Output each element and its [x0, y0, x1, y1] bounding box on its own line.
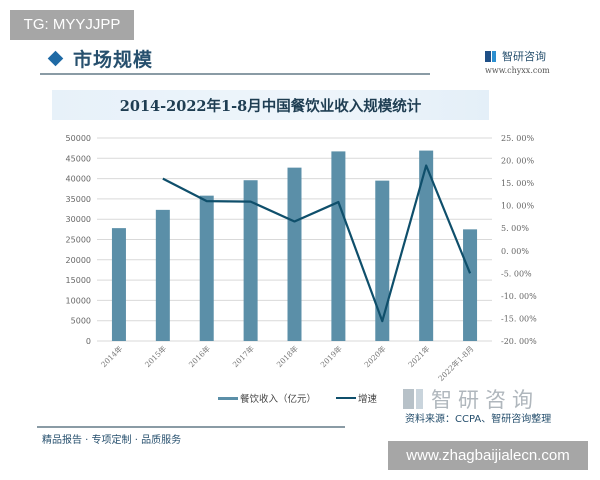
brand-name: 智研咨询: [502, 50, 546, 63]
brand-logo-bottom: 智研咨询: [403, 384, 539, 414]
brand-logo-icon: [403, 389, 423, 409]
x-tick-label: 2018年: [274, 343, 300, 369]
bar-series: [111, 150, 478, 341]
watermark-badge: TG: MYYJJPP: [10, 10, 134, 40]
section-header: 市场规模: [40, 44, 153, 72]
left-tick-label: 45000: [66, 154, 91, 163]
right-tick-label: 10. 00%: [501, 202, 534, 211]
line-series: [162, 164, 472, 323]
right-tick-label: 20. 00%: [501, 157, 534, 166]
bar: [243, 180, 258, 341]
bar: [375, 180, 390, 341]
url-badge: www.zhagbaijialecn.com: [388, 441, 588, 470]
x-tick-label: 2020年: [362, 343, 388, 369]
bar: [155, 209, 170, 341]
footer-divider: [37, 426, 345, 428]
bar-swatch-icon: [218, 396, 238, 400]
section-title: 市场规模: [73, 48, 154, 71]
x-tick-label: 2017年: [230, 343, 256, 369]
legend-item-growth: 增速: [336, 391, 377, 405]
legend-item-revenue: 餐饮收入（亿元）: [218, 391, 316, 405]
left-tick-label: 10000: [66, 296, 91, 305]
left-tick-label: 50000: [66, 134, 91, 143]
x-tick-label: 2022年1-8月: [436, 343, 476, 383]
bar: [463, 229, 478, 341]
bar: [287, 167, 302, 341]
right-tick-label: 5. 00%: [501, 224, 529, 233]
bar: [331, 151, 346, 341]
right-tick-label: 15. 00%: [501, 179, 534, 188]
x-tick-label: 2016年: [186, 343, 212, 369]
right-tick-label: 25. 00%: [501, 134, 534, 143]
left-tick-label: 5000: [71, 317, 91, 326]
x-tick-label: 2021年: [406, 343, 432, 369]
right-tick-label: -10. 00%: [501, 292, 537, 301]
legend-label-growth: 增速: [358, 394, 378, 405]
x-tick-label: 2015年: [142, 343, 168, 369]
left-tick-label: 0: [86, 337, 91, 346]
right-tick-label: -5. 00%: [501, 269, 532, 278]
brand-logo-icon: [485, 50, 496, 62]
left-tick-label: 30000: [66, 215, 91, 224]
x-tick-label: 2019年: [318, 343, 344, 369]
bar: [419, 150, 434, 341]
right-axis-ticks: -20. 00% -15. 00% -10. 00% -5. 00% 0. 00% 5. …: [501, 134, 537, 346]
legend-label-revenue: 餐饮收入（亿元）: [240, 394, 317, 405]
source-note: 资料来源：CCPA、智研咨询整理: [405, 414, 552, 425]
bar: [111, 228, 126, 341]
brand-name-large: 智研咨询: [431, 388, 539, 412]
right-tick-label: 0. 00%: [501, 247, 529, 256]
header-divider: [40, 73, 430, 75]
slogan: 精品报告 · 专项定制 · 品质服务: [42, 435, 182, 446]
chart-title: 2014-2022年1-8月中国餐饮业收入规模统计: [119, 97, 422, 115]
x-axis-labels: 2014年 2015年 2016年 2017年 2018年 2019年 2020年 2021年…: [98, 343, 475, 383]
left-tick-label: 35000: [66, 195, 91, 204]
left-tick-label: 25000: [66, 236, 91, 245]
brand-url: www.chyxx.com: [485, 66, 550, 75]
brand-logo-top: 智研咨询 www.chyxx.com: [485, 48, 565, 75]
right-tick-label: -20. 00%: [501, 337, 537, 346]
line-swatch-icon: [336, 397, 357, 399]
chart-title-bar: 2014-2022年1-8月中国餐饮业收入规模统计: [52, 90, 489, 120]
left-tick-label: 15000: [66, 276, 91, 285]
left-tick-label: 20000: [66, 256, 91, 265]
bar: [199, 195, 214, 341]
growth-line: [162, 164, 472, 323]
legend: 餐饮收入（亿元） 增速: [218, 391, 397, 405]
x-tick-label: 2014年: [98, 343, 124, 369]
right-tick-label: -15. 00%: [501, 314, 537, 323]
left-axis-ticks: 0 5000 10000 15000 20000 25000 30000 35000 40000…: [66, 134, 91, 346]
left-tick-label: 40000: [66, 175, 91, 184]
